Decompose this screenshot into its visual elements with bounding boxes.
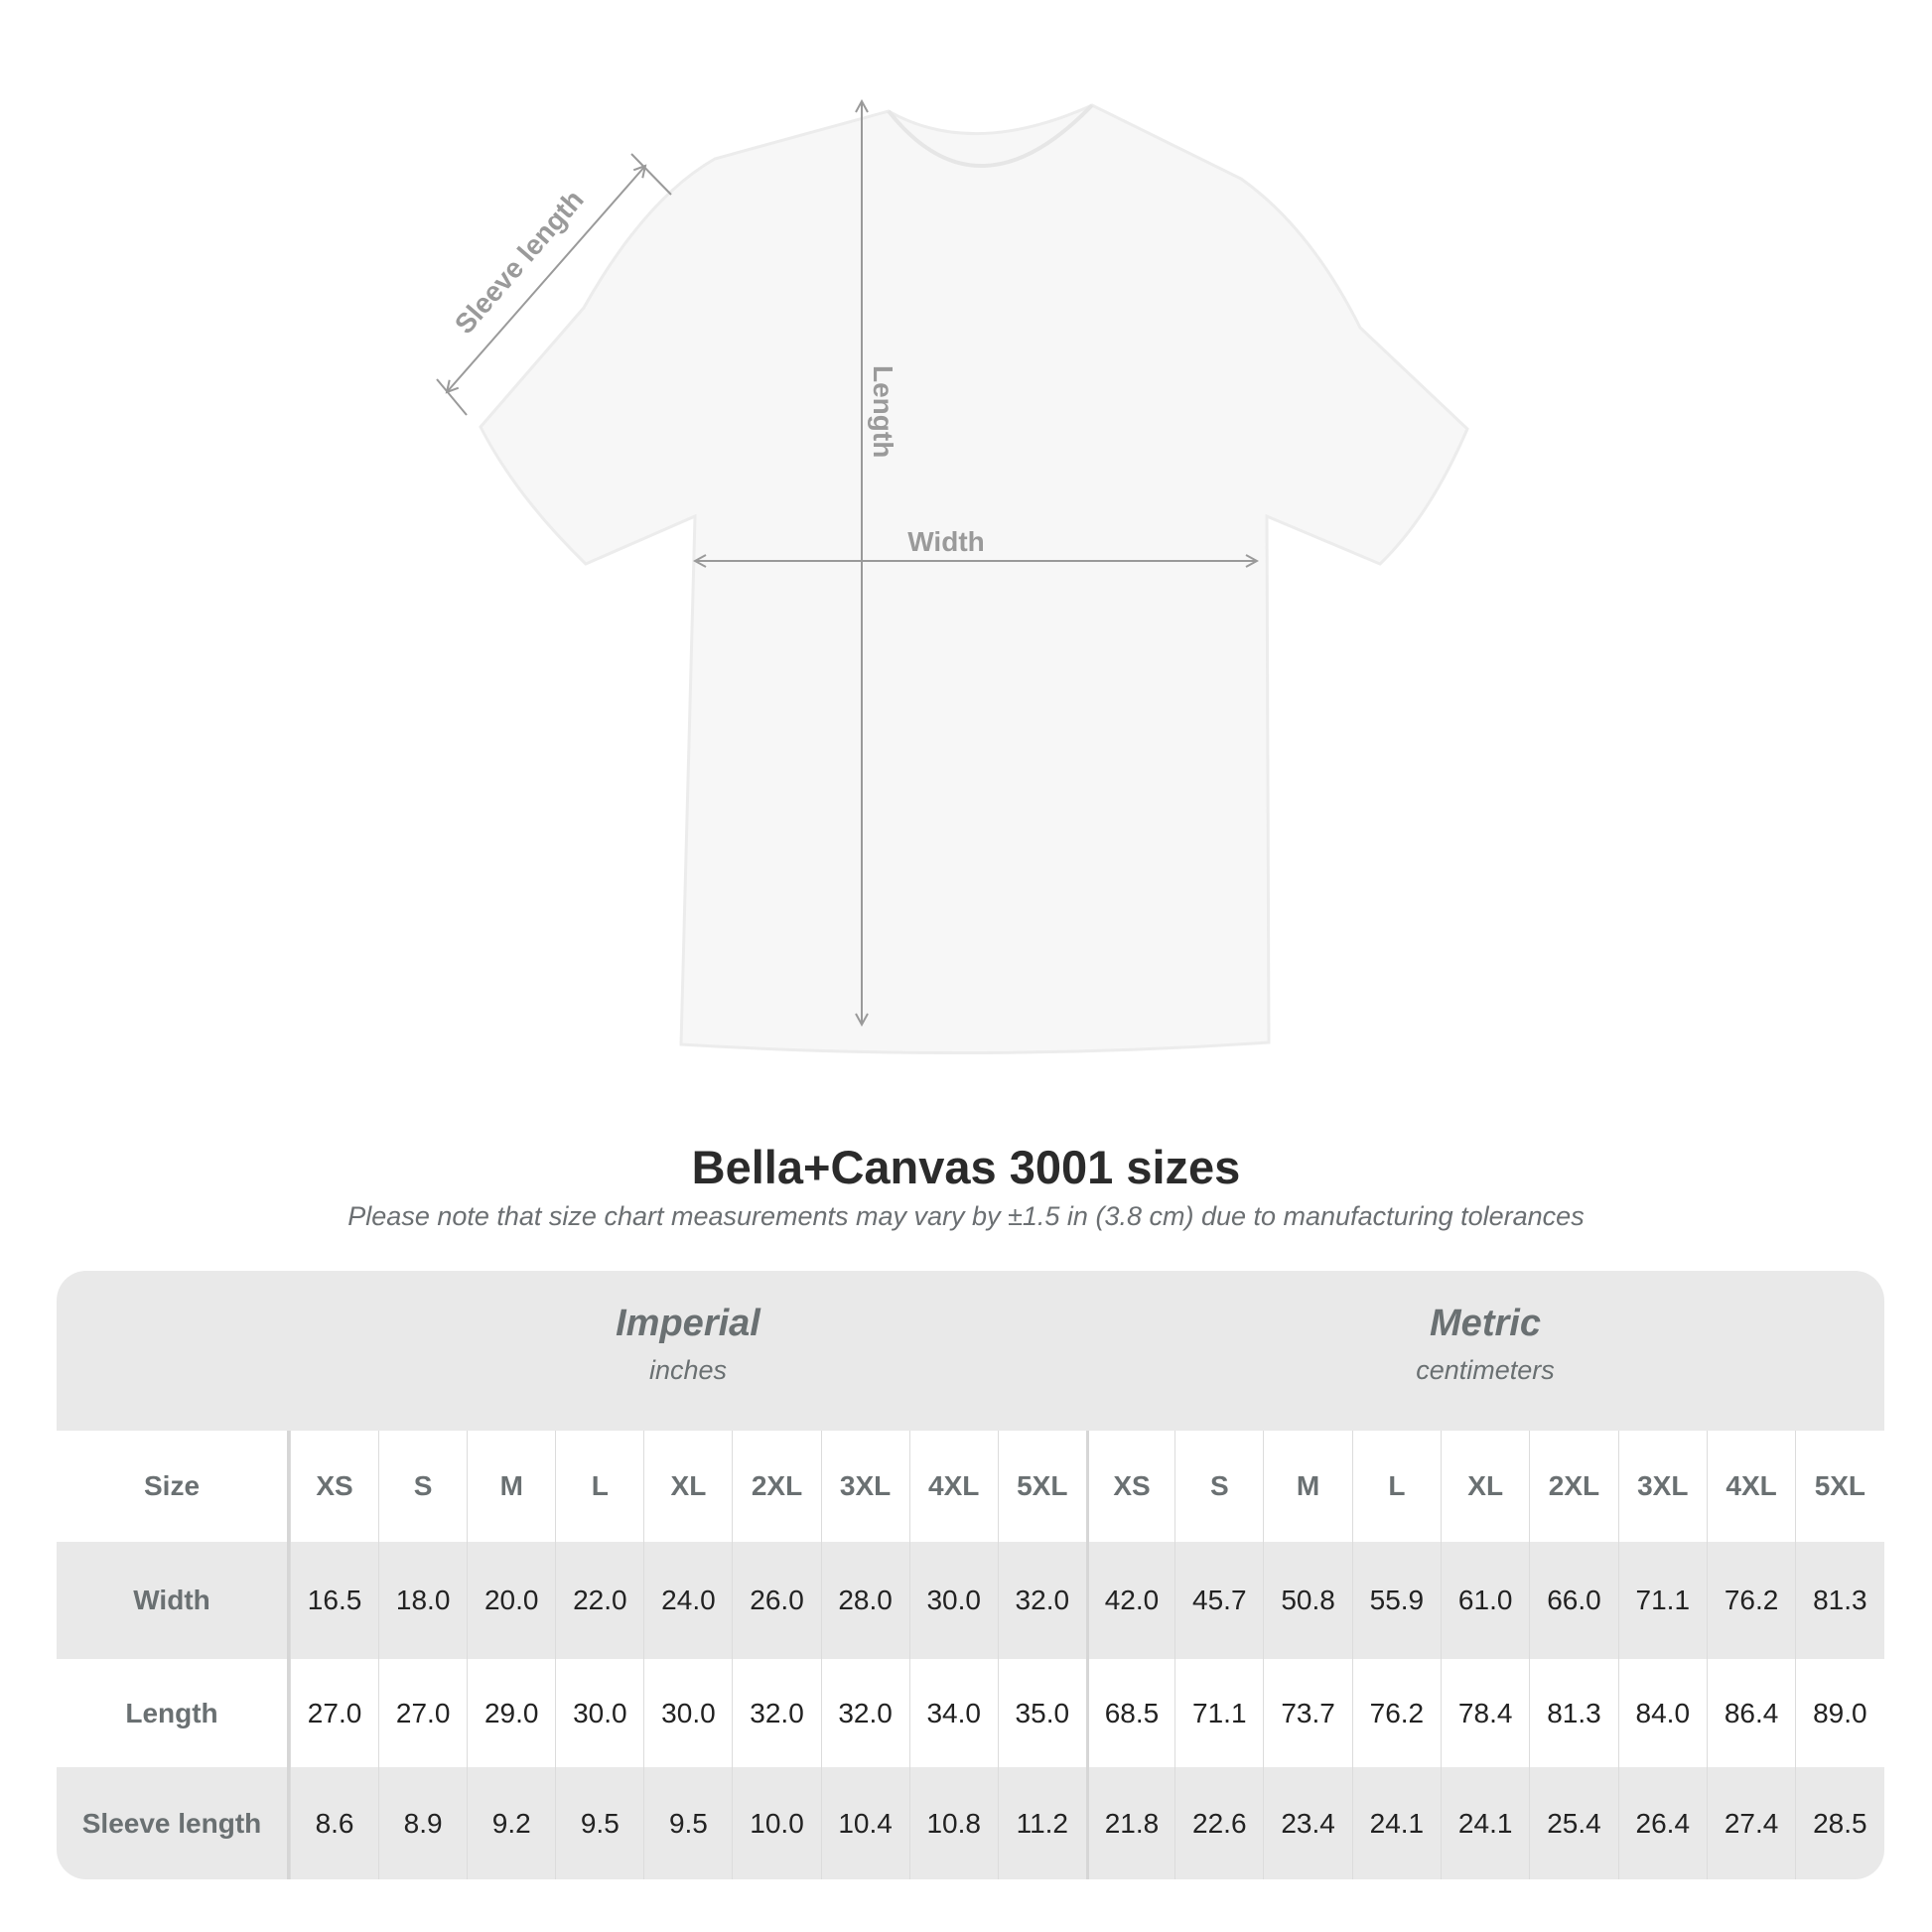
metric-value-cell: 71.1 [1617, 1542, 1707, 1659]
imperial-value-cell: 18.0 [378, 1542, 467, 1659]
metric-value-cell: 68.5 [1085, 1659, 1174, 1767]
metric-value-cell: 24.1 [1351, 1767, 1441, 1879]
sleeve-arrow [447, 166, 645, 392]
size-header-cell: M [1263, 1431, 1351, 1542]
imperial-title: Imperial [616, 1303, 760, 1344]
length-label: Length [868, 365, 898, 458]
tshirt-shape [479, 103, 1469, 1055]
imperial-value-cell: 30.0 [555, 1659, 643, 1767]
size-header-cell: L [555, 1431, 643, 1542]
imperial-value-cell: 10.0 [732, 1767, 820, 1879]
imperial-value-cell: 27.0 [290, 1659, 378, 1767]
row-label: Width [57, 1542, 290, 1659]
size-header-cell: XL [1441, 1431, 1529, 1542]
table-row: Width 16.5 18.0 20.0 22.0 24.0 26.0 28.0 30.0 32.… [57, 1542, 1884, 1659]
size-header-cell: XS [290, 1431, 378, 1542]
imperial-value-cell: 28.0 [820, 1542, 909, 1659]
row-label: Length [57, 1659, 290, 1767]
metric-value-cell: 86.4 [1706, 1659, 1795, 1767]
width-label: Width [907, 526, 985, 557]
metric-value-cell: 55.9 [1351, 1542, 1441, 1659]
imperial-value-cell: 22.0 [555, 1542, 643, 1659]
size-table: Imperial inches Metric centimeters Size X… [57, 1271, 1884, 1879]
imperial-value-cell: 20.0 [467, 1542, 555, 1659]
size-header-cell: 3XL [1617, 1431, 1707, 1542]
metric-value-cell: 50.8 [1263, 1542, 1351, 1659]
imperial-value-cell: 8.6 [290, 1767, 378, 1879]
imperial-value-cell: 9.5 [555, 1767, 643, 1879]
imperial-value-cell: 24.0 [643, 1542, 732, 1659]
imperial-value-cell: 16.5 [290, 1542, 378, 1659]
metric-value-cell: 66.0 [1529, 1542, 1617, 1659]
chart-title: Bella+Canvas 3001 sizes [691, 1141, 1241, 1193]
imperial-group-header: Imperial inches [290, 1271, 1086, 1431]
metric-value-cell: 25.4 [1529, 1767, 1617, 1879]
metric-value-cell: 45.7 [1174, 1542, 1263, 1659]
metric-unit: centimeters [1416, 1355, 1555, 1385]
size-header-cell: S [1174, 1431, 1263, 1542]
imperial-value-cell: 32.0 [820, 1659, 909, 1767]
imperial-value-cell: 32.0 [997, 1542, 1086, 1659]
size-header-cell: 5XL [1795, 1431, 1883, 1542]
size-header-cell: M [467, 1431, 555, 1542]
imperial-value-cell: 32.0 [732, 1659, 820, 1767]
tolerance-note: Please note that size chart measurements… [347, 1201, 1585, 1231]
metric-value-cell: 81.3 [1529, 1659, 1617, 1767]
size-header-row: Size XS S M L XL 2XL 3XL 4XL 5XL XS S M L XL 2XL 3XL 4XL 5… [57, 1431, 1884, 1542]
imperial-value-cell: 30.0 [908, 1542, 998, 1659]
size-header-cell: XS [1085, 1431, 1174, 1542]
imperial-value-cell: 29.0 [467, 1659, 555, 1767]
imperial-value-cell: 27.0 [378, 1659, 467, 1767]
size-header-cell: XL [643, 1431, 732, 1542]
size-header-cell: 4XL [908, 1431, 998, 1542]
imperial-value-cell: 9.2 [467, 1767, 555, 1879]
size-header-cell: S [378, 1431, 467, 1542]
size-header-cell: L [1351, 1431, 1441, 1542]
metric-value-cell: 24.1 [1441, 1767, 1529, 1879]
size-header-cell: 2XL [732, 1431, 820, 1542]
imperial-value-cell: 9.5 [643, 1767, 732, 1879]
metric-value-cell: 28.5 [1795, 1767, 1883, 1879]
imperial-value-cell: 30.0 [643, 1659, 732, 1767]
metric-value-cell: 22.6 [1174, 1767, 1263, 1879]
imperial-value-cell: 8.9 [378, 1767, 467, 1879]
row-label: Sleeve length [57, 1767, 290, 1879]
metric-value-cell: 73.7 [1263, 1659, 1351, 1767]
imperial-unit: inches [648, 1355, 728, 1385]
metric-value-cell: 76.2 [1351, 1659, 1441, 1767]
metric-value-cell: 71.1 [1174, 1659, 1263, 1767]
metric-title: Metric [1430, 1303, 1541, 1344]
imperial-value-cell: 10.8 [908, 1767, 998, 1879]
imperial-value-cell: 10.4 [820, 1767, 909, 1879]
metric-value-cell: 23.4 [1263, 1767, 1351, 1879]
table-row: Sleeve length 8.6 8.9 9.2 9.5 9.5 10.0 10.4 10.8… [57, 1767, 1884, 1879]
metric-value-cell: 26.4 [1617, 1767, 1707, 1879]
imperial-value-cell: 35.0 [997, 1659, 1086, 1767]
metric-value-cell: 81.3 [1795, 1542, 1883, 1659]
size-header-cell: 4XL [1706, 1431, 1795, 1542]
sleeve-length-label: Sleeve length [449, 184, 590, 340]
row-label: Size [57, 1431, 290, 1542]
metric-group-header: Metric centimeters [1086, 1271, 1884, 1431]
metric-value-cell: 61.0 [1441, 1542, 1529, 1659]
metric-value-cell: 89.0 [1795, 1659, 1883, 1767]
size-header-cell: 2XL [1529, 1431, 1617, 1542]
metric-value-cell: 42.0 [1085, 1542, 1174, 1659]
imperial-value-cell: 11.2 [997, 1767, 1086, 1879]
tshirt-collar [887, 103, 1094, 168]
imperial-value-cell: 26.0 [732, 1542, 820, 1659]
tshirt-diagram: Length Width Sleeve length [436, 0, 1469, 1055]
metric-value-cell: 78.4 [1441, 1659, 1529, 1767]
metric-value-cell: 76.2 [1706, 1542, 1795, 1659]
metric-value-cell: 27.4 [1706, 1767, 1795, 1879]
size-header-cell: 3XL [820, 1431, 909, 1542]
size-header-cell: 5XL [997, 1431, 1086, 1542]
table-row: Length 27.0 27.0 29.0 30.0 30.0 32.0 32.0 34.0 35… [57, 1659, 1884, 1767]
metric-value-cell: 84.0 [1617, 1659, 1707, 1767]
metric-value-cell: 21.8 [1085, 1767, 1174, 1879]
imperial-value-cell: 34.0 [908, 1659, 998, 1767]
